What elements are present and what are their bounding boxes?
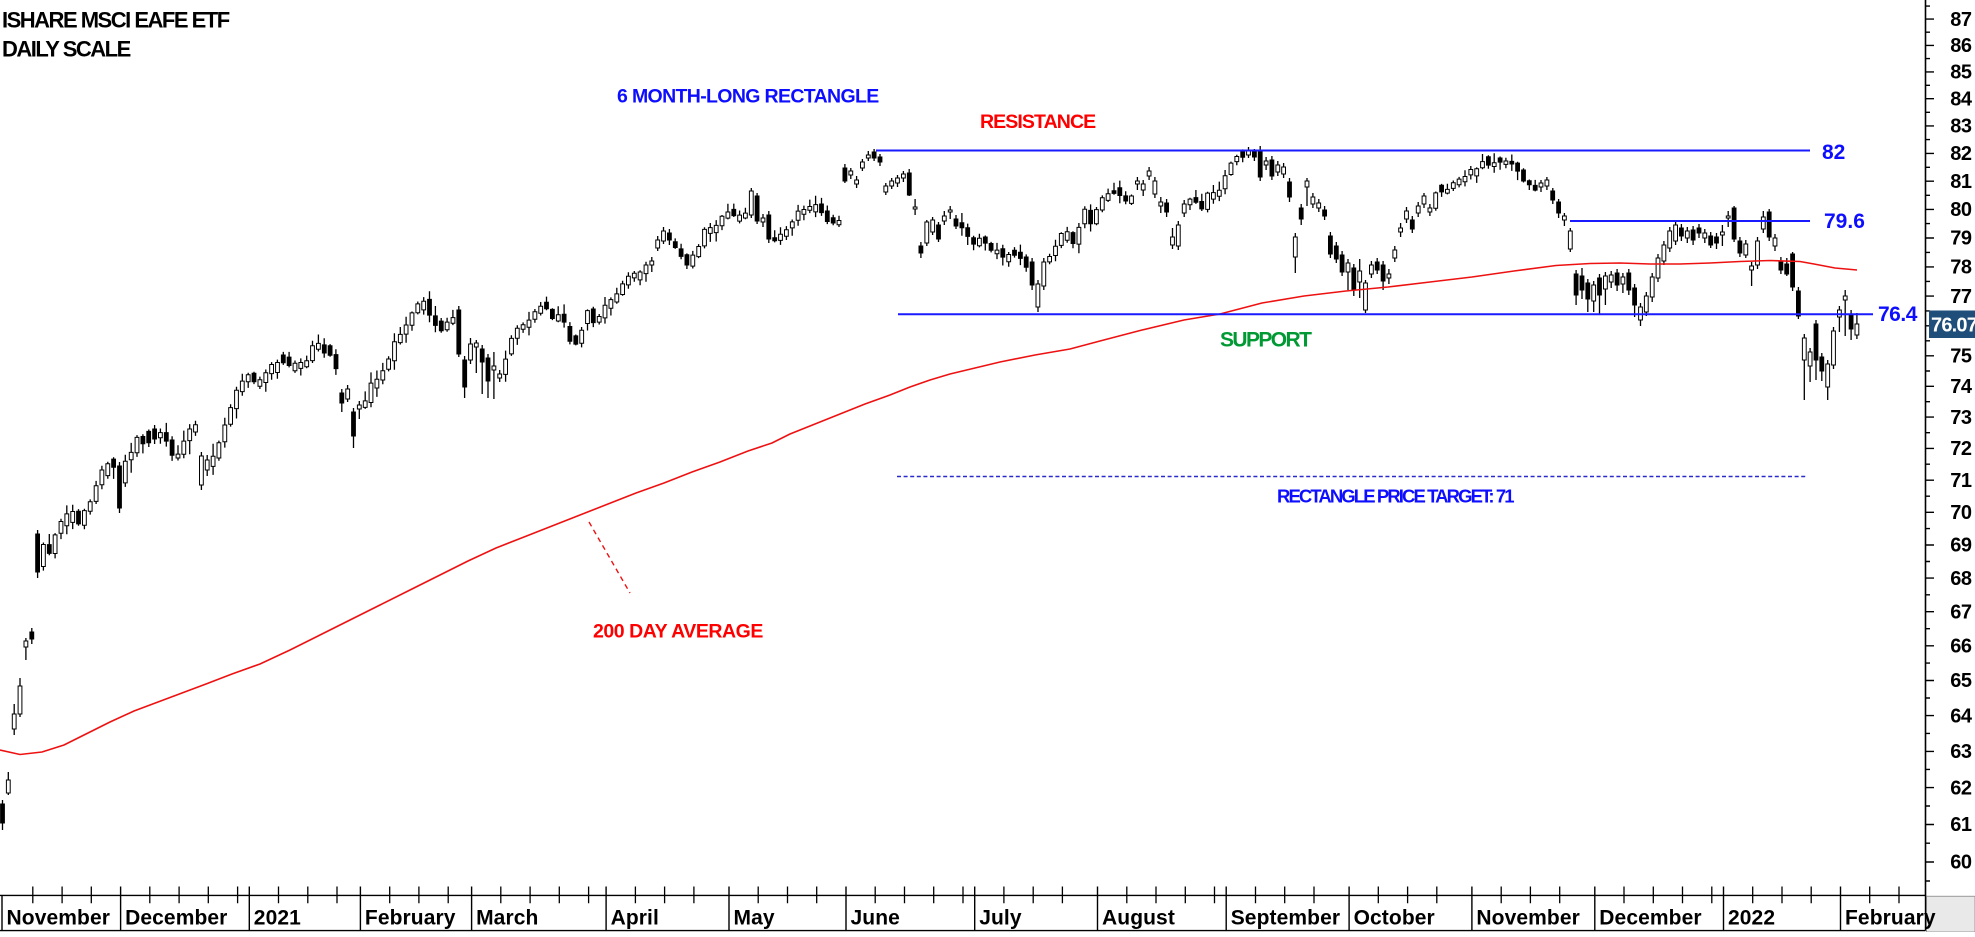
svg-text:April: April bbox=[611, 907, 659, 930]
svg-text:60: 60 bbox=[1950, 852, 1972, 874]
svg-text:6 MONTH-LONG RECTANGLE: 6 MONTH-LONG RECTANGLE bbox=[617, 86, 879, 108]
svg-text:July: July bbox=[979, 907, 1022, 930]
svg-text:DAILY SCALE: DAILY SCALE bbox=[2, 37, 131, 62]
svg-text:September: September bbox=[1231, 907, 1340, 930]
svg-text:80: 80 bbox=[1950, 199, 1972, 221]
svg-text:RESISTANCE: RESISTANCE bbox=[980, 111, 1096, 133]
svg-text:79: 79 bbox=[1950, 228, 1972, 250]
svg-text:ISHARE MSCI EAFE ETF: ISHARE MSCI EAFE ETF bbox=[2, 8, 230, 33]
svg-text:February: February bbox=[1845, 907, 1936, 930]
svg-text:November: November bbox=[7, 907, 111, 930]
svg-text:84: 84 bbox=[1950, 88, 1973, 110]
svg-text:87: 87 bbox=[1950, 9, 1972, 31]
svg-text:66: 66 bbox=[1950, 636, 1972, 658]
svg-text:RECTANGLE PRICE TARGET: 71: RECTANGLE PRICE TARGET: 71 bbox=[1277, 486, 1514, 507]
svg-text:200 DAY AVERAGE: 200 DAY AVERAGE bbox=[593, 621, 763, 643]
svg-text:76.4: 76.4 bbox=[1878, 303, 1918, 326]
svg-text:February: February bbox=[365, 907, 456, 930]
svg-text:76.07: 76.07 bbox=[1931, 315, 1975, 337]
svg-text:67: 67 bbox=[1950, 601, 1972, 623]
svg-text:November: November bbox=[1476, 907, 1580, 930]
svg-text:December: December bbox=[1599, 907, 1701, 930]
svg-text:81: 81 bbox=[1950, 171, 1972, 193]
svg-text:75: 75 bbox=[1950, 346, 1972, 368]
svg-text:72: 72 bbox=[1950, 438, 1972, 460]
svg-text:83: 83 bbox=[1950, 116, 1972, 138]
svg-text:64: 64 bbox=[1950, 705, 1973, 727]
svg-text:69: 69 bbox=[1950, 535, 1972, 557]
svg-text:78: 78 bbox=[1950, 257, 1972, 279]
svg-text:March: March bbox=[476, 907, 538, 930]
svg-text:77: 77 bbox=[1950, 286, 1972, 308]
svg-text:2021: 2021 bbox=[254, 907, 301, 930]
svg-text:2022: 2022 bbox=[1728, 907, 1775, 930]
svg-text:71: 71 bbox=[1950, 470, 1972, 492]
svg-text:December: December bbox=[125, 907, 227, 930]
svg-text:82: 82 bbox=[1822, 141, 1845, 164]
svg-text:73: 73 bbox=[1950, 407, 1972, 429]
svg-text:86: 86 bbox=[1950, 35, 1972, 57]
svg-text:68: 68 bbox=[1950, 568, 1972, 590]
svg-text:82: 82 bbox=[1950, 143, 1972, 165]
svg-text:August: August bbox=[1102, 907, 1175, 930]
svg-text:61: 61 bbox=[1950, 814, 1972, 836]
svg-text:65: 65 bbox=[1950, 670, 1972, 692]
svg-text:79.6: 79.6 bbox=[1824, 210, 1865, 233]
svg-text:74: 74 bbox=[1950, 376, 1973, 398]
svg-text:70: 70 bbox=[1950, 502, 1972, 524]
svg-text:June: June bbox=[851, 907, 900, 930]
svg-text:85: 85 bbox=[1950, 62, 1972, 84]
svg-text:63: 63 bbox=[1950, 741, 1972, 763]
svg-text:SUPPORT: SUPPORT bbox=[1220, 329, 1312, 352]
svg-text:62: 62 bbox=[1950, 777, 1972, 799]
svg-text:October: October bbox=[1354, 907, 1435, 930]
svg-text:May: May bbox=[734, 907, 775, 930]
